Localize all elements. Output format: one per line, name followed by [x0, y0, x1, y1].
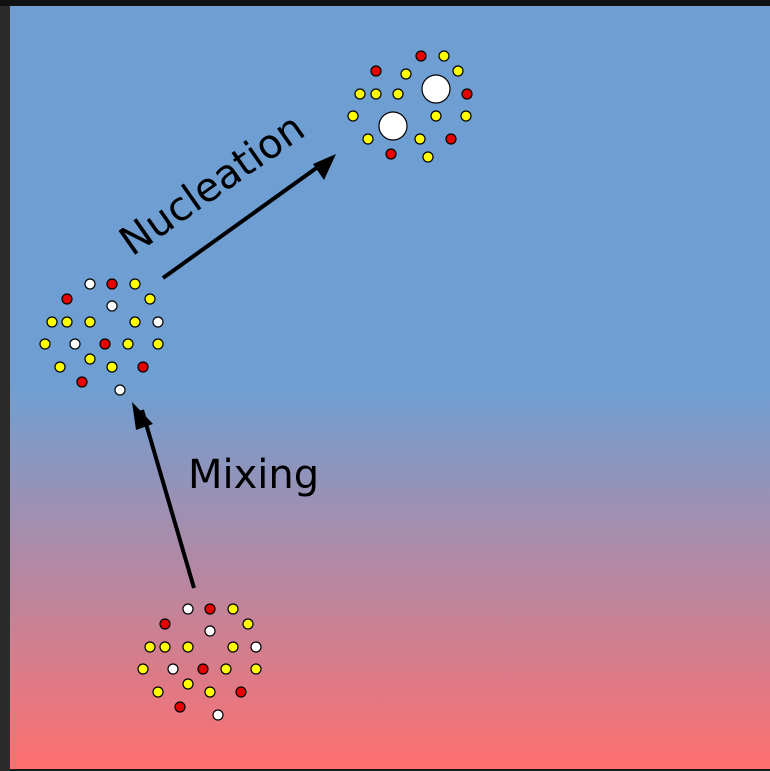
frame-left-strip [0, 0, 10, 771]
particle-yellow [250, 663, 262, 675]
particle-yellow [370, 88, 382, 100]
particle-yellow [438, 50, 450, 62]
particle-red [174, 701, 186, 713]
cluster-initial [137, 603, 262, 721]
particle-red [76, 376, 88, 388]
particle-red [204, 603, 216, 615]
particle-yellow [84, 316, 96, 328]
nucleus [378, 111, 408, 141]
particle-yellow [61, 316, 73, 328]
particle-white [182, 603, 194, 615]
particle-yellow [422, 151, 434, 163]
particle-yellow [430, 110, 442, 122]
particle-yellow [220, 663, 232, 675]
particle-yellow [242, 618, 254, 630]
particle-white [69, 338, 81, 350]
particle-yellow [129, 316, 141, 328]
particle-yellow [122, 338, 134, 350]
particle-yellow [227, 603, 239, 615]
particle-white [212, 709, 224, 721]
particle-white [204, 625, 216, 637]
particle-yellow [159, 641, 171, 653]
particle-yellow [137, 663, 149, 675]
particle-red [99, 338, 111, 350]
particle-yellow [152, 338, 164, 350]
particle-red [445, 133, 457, 145]
particle-yellow [182, 641, 194, 653]
particle-red [235, 686, 247, 698]
particle-white [106, 300, 118, 312]
particle-white [114, 384, 126, 396]
particle-red [461, 88, 473, 100]
particle-yellow [452, 65, 464, 77]
particle-red [370, 65, 382, 77]
frame-top-strip [0, 0, 770, 6]
particle-yellow [152, 686, 164, 698]
particle-red [159, 618, 171, 630]
nucleation-arrow [161, 154, 336, 280]
particle-yellow [129, 278, 141, 290]
particle-white [84, 278, 96, 290]
particle-yellow [84, 353, 96, 365]
particle-yellow [204, 686, 216, 698]
particle-yellow [460, 110, 472, 122]
particle-yellow [227, 641, 239, 653]
mixing-label: Mixing [188, 452, 319, 498]
particle-yellow [182, 678, 194, 690]
particle-white [167, 663, 179, 675]
particle-yellow [54, 361, 66, 373]
particle-yellow [347, 110, 359, 122]
particle-yellow [106, 361, 118, 373]
particle-red [197, 663, 209, 675]
particle-red [137, 361, 149, 373]
cluster-mixed [39, 278, 164, 396]
particle-yellow [414, 133, 426, 145]
particle-yellow [354, 88, 366, 100]
particle-yellow [144, 293, 156, 305]
cluster-nucleated [347, 50, 473, 163]
particle-yellow [46, 316, 58, 328]
particle-red [61, 293, 73, 305]
particle-yellow [392, 88, 404, 100]
particle-white [250, 641, 262, 653]
particle-yellow [400, 68, 412, 80]
particle-white [152, 316, 164, 328]
particle-red [415, 50, 427, 62]
nucleus [421, 74, 451, 104]
particle-yellow [362, 133, 374, 145]
particle-yellow [144, 641, 156, 653]
particle-yellow [39, 338, 51, 350]
mixing-arrow [132, 402, 196, 589]
particle-red [106, 278, 118, 290]
particle-red [385, 148, 397, 160]
